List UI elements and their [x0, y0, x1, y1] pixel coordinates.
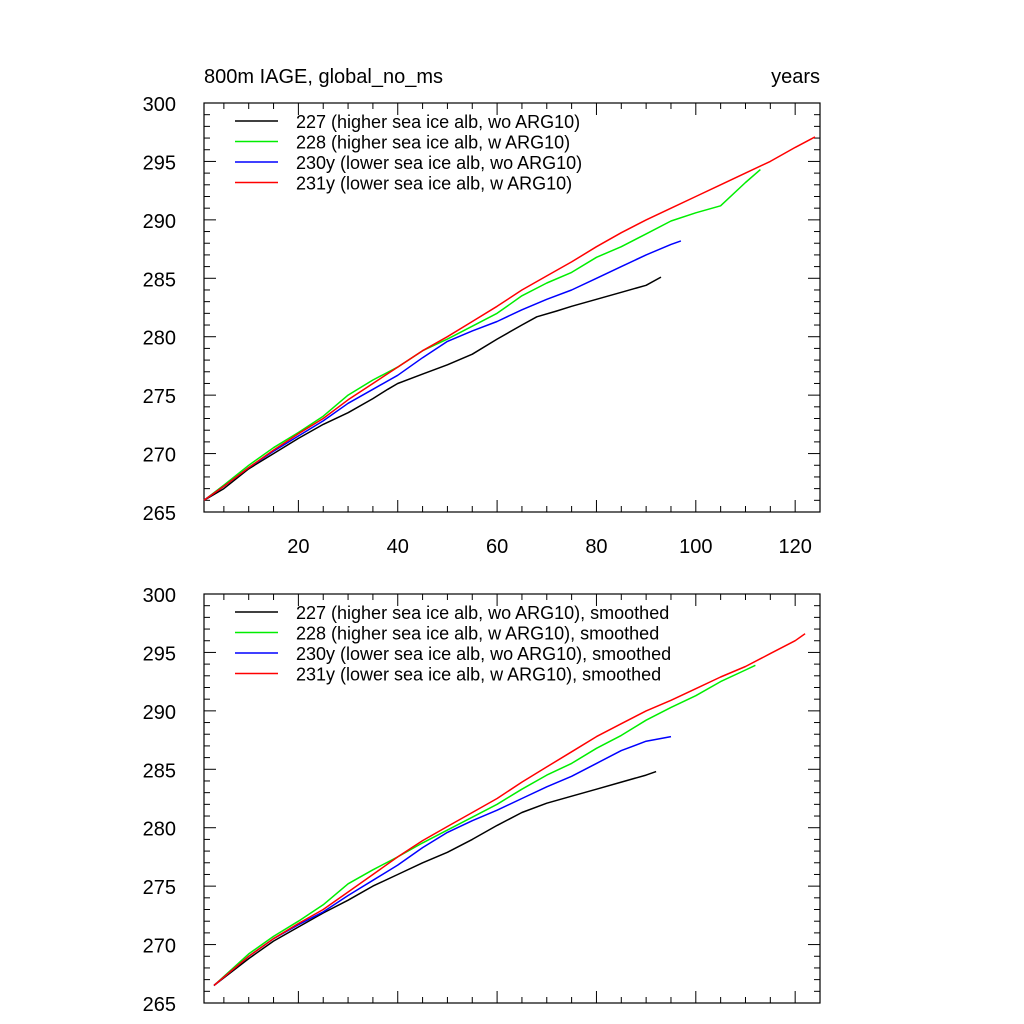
plot-frame: [203, 593, 821, 1004]
series-line-1: [203, 169, 761, 501]
x-tick-label: 60: [486, 536, 508, 558]
y-tick-label: 280: [143, 819, 176, 841]
legend-label: 230y (lower sea ice alb, wo ARG10), smoo…: [296, 644, 671, 664]
series-line-1: [213, 664, 756, 987]
series-line-0: [203, 276, 662, 501]
x-tick-label: 120: [778, 536, 811, 558]
y-tick-label: 295: [143, 152, 176, 174]
series-line-0: [213, 770, 657, 987]
chart-units-label: years: [771, 66, 820, 88]
panel-raw: 265 270 275 280 285 290 295 300 20 40 60 80 100 120 22…: [143, 94, 821, 558]
legend-label: 231y (lower sea ice alb, w ARG10): [296, 174, 572, 194]
y-tick-label: 295: [143, 643, 176, 665]
x-tick-label: 80: [585, 536, 607, 558]
legend-label: 228 (higher sea ice alb, w ARG10), smoot…: [296, 624, 659, 644]
y-tick-label: 270: [143, 936, 176, 958]
y-tick-label: 280: [143, 328, 176, 350]
x-tick-label: 40: [387, 536, 409, 558]
series-line-2: [203, 240, 682, 501]
x-tick-label: 20: [287, 536, 309, 558]
series-line-3: [213, 633, 806, 987]
panel-smoothed: 265 270 275 280 285 290 295 300 227 (higher sea …: [143, 585, 821, 1016]
y-tick-label: 275: [143, 386, 176, 408]
x-tick-label: 100: [679, 536, 712, 558]
legend-label: 231y (lower sea ice alb, w ARG10), smoot…: [296, 665, 661, 685]
legend-label: 228 (higher sea ice alb, w ARG10): [296, 133, 570, 153]
y-tick-label: 285: [143, 269, 176, 291]
y-tick-label: 300: [143, 585, 176, 607]
y-tick-label: 270: [143, 445, 176, 467]
legend-label: 227 (higher sea ice alb, wo ARG10): [296, 112, 580, 132]
y-tick-label: 265: [143, 994, 176, 1016]
y-tick-label: 290: [143, 702, 176, 724]
y-tick-label: 285: [143, 760, 176, 782]
plot-frame: [203, 102, 821, 513]
y-tick-label: 275: [143, 877, 176, 899]
chart-title: 800m IAGE, global_no_ms: [204, 66, 443, 88]
y-tick-label: 265: [143, 503, 176, 525]
series-line-3: [203, 136, 816, 501]
legend-label: 227 (higher sea ice alb, wo ARG10), smoo…: [296, 603, 669, 623]
legend-label: 230y (lower sea ice alb, wo ARG10): [296, 153, 582, 173]
series-line-2: [213, 735, 672, 987]
y-tick-label: 290: [143, 211, 176, 233]
y-tick-label: 300: [143, 94, 176, 116]
